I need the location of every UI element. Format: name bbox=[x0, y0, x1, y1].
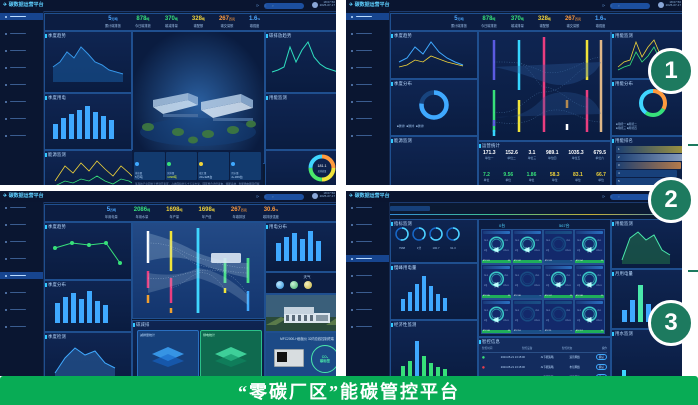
svg-text:总排放量: 总排放量 bbox=[318, 169, 328, 173]
svg-text:225.9: 225.9 bbox=[596, 320, 602, 322]
svg-text:225.9: 225.9 bbox=[565, 320, 571, 322]
svg-text:225.9: 225.9 bbox=[503, 285, 509, 287]
svg-text:225.9: 225.9 bbox=[534, 320, 540, 322]
svg-text:78.1: 78.1 bbox=[577, 275, 582, 277]
svg-text:78.1: 78.1 bbox=[566, 310, 571, 312]
svg-text:78.1: 78.1 bbox=[546, 310, 551, 312]
svg-text:1号: 1号 bbox=[484, 283, 487, 287]
svg-text:78.1: 78.1 bbox=[546, 275, 551, 277]
svg-text:78.1: 78.1 bbox=[535, 310, 540, 312]
svg-text:78.1: 78.1 bbox=[504, 310, 509, 312]
svg-text:1号: 1号 bbox=[546, 318, 549, 322]
svg-text:78.1: 78.1 bbox=[566, 240, 571, 242]
svg-text:78.1: 78.1 bbox=[484, 240, 489, 242]
svg-text:1号: 1号 bbox=[515, 248, 518, 252]
svg-text:78.1: 78.1 bbox=[535, 275, 540, 277]
svg-text:1号: 1号 bbox=[515, 318, 518, 322]
svg-text:1号: 1号 bbox=[546, 283, 549, 287]
svg-text:225.9: 225.9 bbox=[565, 285, 571, 287]
svg-text:1号: 1号 bbox=[515, 283, 518, 287]
svg-text:1号: 1号 bbox=[577, 283, 580, 287]
svg-text:78.1: 78.1 bbox=[597, 275, 602, 277]
svg-text:225.9: 225.9 bbox=[565, 250, 571, 252]
svg-text:225.9: 225.9 bbox=[534, 250, 540, 252]
svg-text:1号: 1号 bbox=[577, 318, 580, 322]
svg-text:225.9: 225.9 bbox=[596, 285, 602, 287]
svg-text:78.1: 78.1 bbox=[484, 310, 489, 312]
svg-text:78.1: 78.1 bbox=[597, 310, 602, 312]
svg-text:78.1: 78.1 bbox=[515, 240, 520, 242]
svg-text:78.1: 78.1 bbox=[504, 240, 509, 242]
svg-text:181.1: 181.1 bbox=[318, 164, 327, 168]
svg-text:1号: 1号 bbox=[577, 248, 580, 252]
svg-text:1号: 1号 bbox=[484, 318, 487, 322]
svg-text:78.1: 78.1 bbox=[484, 275, 489, 277]
svg-text:1号: 1号 bbox=[484, 248, 487, 252]
svg-text:78.1: 78.1 bbox=[504, 275, 509, 277]
svg-text:78.1: 78.1 bbox=[515, 310, 520, 312]
svg-text:78.1: 78.1 bbox=[577, 240, 582, 242]
svg-text:1号: 1号 bbox=[546, 248, 549, 252]
svg-text:78.1: 78.1 bbox=[597, 240, 602, 242]
svg-text:78.1: 78.1 bbox=[546, 240, 551, 242]
svg-text:78.1: 78.1 bbox=[577, 310, 582, 312]
svg-text:225.9: 225.9 bbox=[596, 250, 602, 252]
svg-text:78.1: 78.1 bbox=[535, 240, 540, 242]
svg-text:225.9: 225.9 bbox=[503, 320, 509, 322]
svg-text:78.1: 78.1 bbox=[566, 275, 571, 277]
svg-text:78.1: 78.1 bbox=[515, 275, 520, 277]
svg-text:225.9: 225.9 bbox=[503, 250, 509, 252]
svg-text:225.9: 225.9 bbox=[534, 285, 540, 287]
